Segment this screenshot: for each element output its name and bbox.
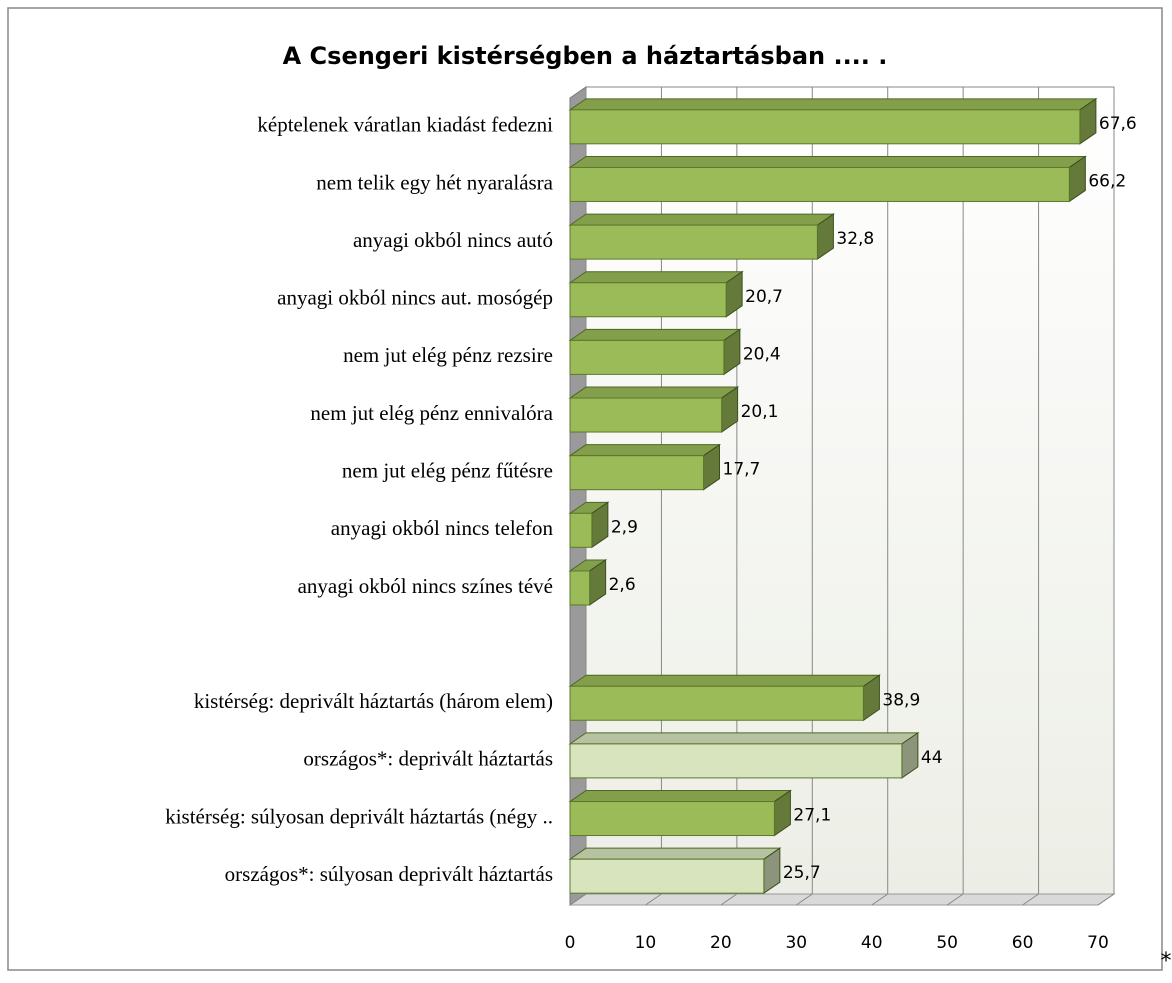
value-label: 17,7: [723, 460, 761, 480]
value-label: 2,6: [609, 575, 636, 595]
y-tick-label: nem jut elég pénz ennivalóra: [310, 401, 553, 425]
bar-top: [568, 386, 740, 399]
floor-grid-line: [1022, 893, 1039, 906]
y-tick-label: nem telik egy hét nyaralásra: [316, 170, 553, 194]
bar: [569, 397, 723, 433]
value-label: 20,1: [741, 402, 779, 422]
y-tick-label: nem jut elég pénz fűtésre: [342, 458, 553, 482]
bar-top: [568, 155, 1087, 168]
y-tick-label: anyagi okból nincs telefon: [331, 516, 554, 540]
y-tick-label: országos*: súlyosan deprivált háztartás: [225, 862, 553, 886]
bar: [569, 339, 725, 375]
x-tick-label: 70: [1087, 933, 1109, 953]
floor-grid-line: [1097, 893, 1115, 906]
bar: [569, 455, 705, 491]
floor-grid-line: [871, 893, 888, 906]
bar: [569, 743, 903, 779]
bar-top: [568, 732, 920, 745]
y-tick-label: országos*: deprivált háztartás: [303, 747, 553, 771]
value-label: 32,8: [836, 229, 874, 249]
floor-grid-line: [720, 893, 738, 906]
value-label: 2,9: [611, 517, 638, 537]
y-tick-label: kistérség: deprivált háztartás (három el…: [194, 689, 553, 713]
x-tick-label: 30: [785, 933, 807, 953]
chart-title: A Csengeri kistérségben a háztartásban .…: [283, 42, 888, 70]
bar: [569, 858, 765, 894]
bar-top: [568, 98, 1098, 111]
bar: [569, 224, 818, 260]
floor-grid-line: [946, 893, 964, 906]
value-label: 44: [921, 748, 943, 768]
bar: [569, 512, 593, 548]
floor: [568, 893, 1116, 906]
bar: [569, 685, 864, 721]
bar: [569, 801, 775, 837]
floor-grid-line: [645, 893, 662, 906]
value-label: 66,2: [1088, 171, 1126, 191]
side-wall: [569, 86, 587, 906]
x-tick-label: 10: [635, 933, 657, 953]
x-tick-label: 60: [1012, 933, 1034, 953]
value-label: 67,6: [1099, 114, 1137, 134]
bar-top: [568, 213, 836, 226]
y-tick-label: anyagi okból nincs autó: [353, 228, 553, 252]
value-label: 20,4: [743, 344, 781, 364]
bar: [569, 570, 591, 606]
value-label: 27,1: [793, 806, 831, 826]
value-label: 38,9: [882, 690, 920, 710]
bar: [569, 109, 1081, 145]
x-tick-label: 40: [861, 933, 883, 953]
floor-grid-line: [796, 893, 813, 906]
bar-top: [568, 674, 882, 687]
y-tick-label: képtelenek váratlan kiadást fedezni: [257, 113, 553, 137]
floor-grid-line: [569, 893, 587, 906]
y-tick-label: anyagi okból nincs aut. mosógép: [277, 286, 553, 310]
bar-top: [568, 328, 742, 341]
bar-top: [568, 271, 744, 284]
y-tick-label: anyagi okból nincs színes tévé: [298, 574, 553, 598]
y-tick-label: nem jut elég pénz rezsire: [343, 343, 553, 367]
value-label: 20,7: [745, 287, 783, 307]
bar-top: [568, 444, 722, 457]
x-tick-label: 20: [710, 933, 732, 953]
value-label: 25,7: [783, 863, 821, 883]
x-tick-label: 50: [936, 933, 958, 953]
annotation: *: [1161, 949, 1172, 974]
y-tick-label: kistérség: súlyosan deprivált háztartás …: [165, 804, 553, 828]
bar: [569, 166, 1070, 202]
x-tick-label: 0: [565, 933, 576, 953]
bar: [569, 282, 727, 318]
bar-top: [568, 847, 782, 860]
bar-top: [568, 790, 793, 803]
